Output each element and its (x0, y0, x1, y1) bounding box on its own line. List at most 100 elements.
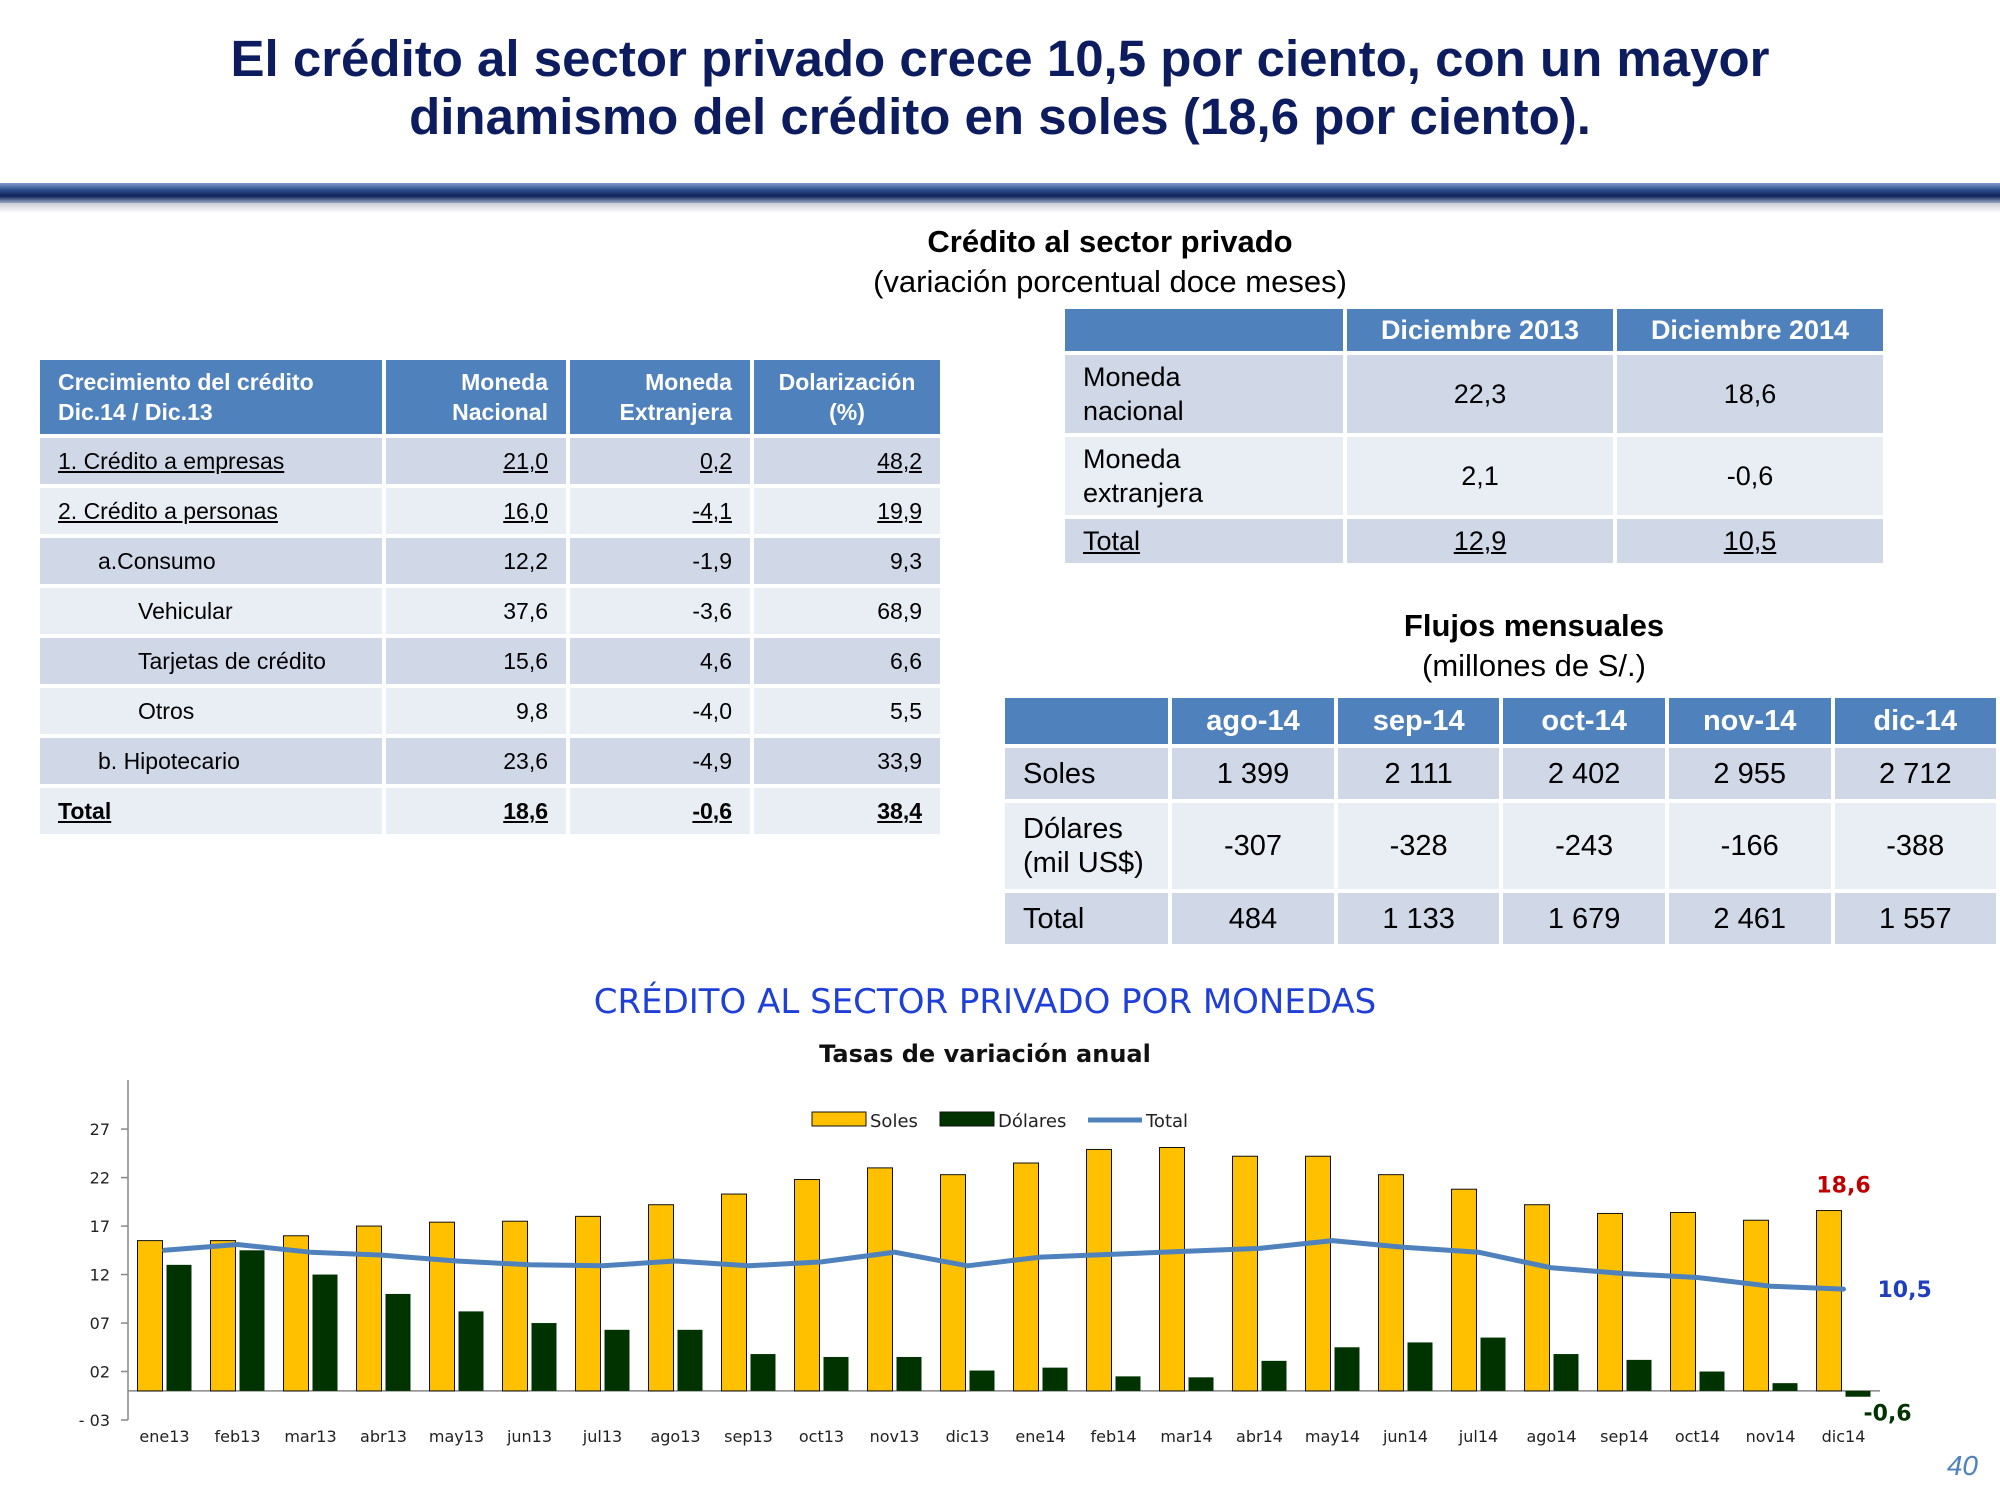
bar-dolares (1334, 1347, 1360, 1391)
cell-value: 12,9 (1453, 526, 1507, 556)
table-cell: 2 712 (1834, 748, 1996, 799)
table-cell: -4,0 (570, 688, 750, 734)
cell-value: -4,1 (692, 497, 732, 524)
rate-table-heading: Crédito al sector privado (variación por… (710, 222, 1510, 302)
bar-soles (1159, 1147, 1185, 1392)
flow-table-heading: Flujos mensuales (millones de S/.) (1134, 606, 1934, 686)
header-cell: dic-14 (1834, 698, 1996, 744)
bar-dolares (385, 1293, 411, 1391)
header-cell (1005, 698, 1169, 744)
x-tick-label: ene14 (1015, 1427, 1065, 1446)
row-label-text: 1. Crédito a empresas (58, 447, 285, 474)
table-cell: -388 (1834, 803, 1996, 889)
table-cell: 2 955 (1668, 748, 1831, 799)
table-row: Soles 1 399 2 111 2 402 2 955 2 712 (1005, 748, 1996, 799)
header-cell (1065, 309, 1343, 351)
y-tick-label: 22 (90, 1169, 110, 1188)
cell-value: 16,0 (503, 497, 548, 524)
bar-dolares (1188, 1377, 1214, 1391)
table-cell: 2,1 (1347, 437, 1613, 515)
table-cell: -243 (1503, 803, 1665, 889)
annotation-soles-last: 18,6 (1816, 1174, 1870, 1199)
row-label: Moneda extranjera (1065, 437, 1343, 515)
table-row: b. Hipotecario 23,6 -4,9 33,9 (40, 738, 940, 784)
bar-soles (1816, 1210, 1842, 1392)
x-tick-label: jun14 (1382, 1427, 1428, 1446)
bar-dolares (166, 1264, 192, 1391)
bar-soles (137, 1240, 163, 1392)
bar-soles (1670, 1211, 1696, 1392)
bar-soles (1597, 1212, 1623, 1392)
row-label: Total (1005, 893, 1169, 944)
chart-plot-area: - 03 02 07 12 17 22 27 ene13 feb13 mar13 abr13 may1… (79, 1080, 1932, 1446)
table-cell: 33,9 (754, 738, 940, 784)
header-cell: Dolarización (%) (754, 360, 940, 434)
bar-soles (1232, 1155, 1258, 1392)
bar-dolares (1772, 1383, 1798, 1391)
y-tick-label: 17 (90, 1217, 110, 1236)
table-cell: 22,3 (1347, 355, 1613, 433)
cell-value: 38,4 (877, 797, 922, 824)
x-tick-label: may14 (1305, 1427, 1360, 1446)
table-cell: 1 557 (1834, 893, 1996, 944)
table-row-total: Total 484 1 133 1 679 2 461 1 557 (1005, 893, 1996, 944)
table-cell: 2 111 (1337, 748, 1500, 799)
header-cell: ago-14 (1172, 698, 1334, 744)
x-tick-label: abr14 (1236, 1427, 1283, 1446)
table-cell: -1,9 (570, 538, 750, 584)
y-tick-label: 12 (90, 1266, 110, 1285)
table-cell: 37,6 (386, 588, 566, 634)
row-label-text: Total (1083, 526, 1141, 556)
bar-soles (356, 1225, 382, 1392)
table-cell: -4,1 (570, 488, 750, 534)
table-cell: 5,5 (754, 688, 940, 734)
x-tick-label: sep14 (1600, 1427, 1649, 1446)
bar-dolares (1042, 1367, 1068, 1391)
bar-dolares (969, 1370, 995, 1391)
bar-soles (210, 1240, 236, 1392)
table-row: Vehicular 37,6 -3,6 68,9 (40, 588, 940, 634)
cell-value: 10,5 (1723, 526, 1777, 556)
y-tick-label: - 03 (79, 1411, 110, 1430)
y-tick-label: 27 (90, 1120, 110, 1139)
bar-dolares (1261, 1360, 1287, 1391)
bar-soles (1524, 1204, 1550, 1392)
credit-rate-table: Diciembre 2013 Diciembre 2014 Moneda nac… (1061, 305, 1887, 567)
bar-dolares (1407, 1342, 1433, 1391)
y-tick-label: 07 (90, 1314, 110, 1333)
x-tick-label: dic14 (1822, 1427, 1866, 1446)
table-cell: 4,6 (570, 638, 750, 684)
row-label: Tarjetas de crédito (40, 638, 382, 684)
table-row-total: Total 12,9 10,5 (1065, 519, 1883, 563)
table-cell: 38,4 (754, 788, 940, 834)
bar-dolares (1699, 1371, 1725, 1391)
row-label: Moneda nacional (1065, 355, 1343, 433)
x-tick-label: mar14 (1160, 1427, 1212, 1446)
header-cell: Crecimiento del crédito Dic.14 / Dic.13 (40, 360, 382, 434)
table-cell: 23,6 (386, 738, 566, 784)
bar-dolares (312, 1274, 338, 1391)
bar-dolares (239, 1250, 265, 1391)
table-cell: 9,3 (754, 538, 940, 584)
x-tick-label: ago14 (1526, 1427, 1576, 1446)
table-cell: 12,9 (1347, 519, 1613, 563)
bar-soles (1451, 1188, 1477, 1392)
slide-title: El crédito al sector privado crece 10,5 … (0, 30, 2000, 146)
annotation-total-last: 10,5 (1878, 1278, 1932, 1303)
bar-soles (867, 1167, 893, 1392)
page-number: 40 (1946, 1450, 1978, 1481)
legend-swatch-dolares (939, 1111, 995, 1127)
table-cell: 12,2 (386, 538, 566, 584)
bar-dolares (604, 1329, 630, 1391)
bar-soles (648, 1204, 674, 1392)
table-cell: 0,2 (570, 438, 750, 484)
table-cell: -0,6 (1617, 437, 1883, 515)
bar-dolares (458, 1311, 484, 1391)
x-tick-label: jul13 (582, 1427, 622, 1446)
credit-by-currency-chart: CRÉDITO AL SECTOR PRIVADO POR MONEDAS Ta… (79, 981, 1932, 1446)
table-cell: 6,6 (754, 638, 940, 684)
row-label: 2. Crédito a personas (40, 488, 382, 534)
x-tick-label: oct13 (799, 1427, 844, 1446)
table-cell: 16,0 (386, 488, 566, 534)
title-line-2: dinamismo del crédito en soles (18,6 por… (409, 88, 1591, 145)
